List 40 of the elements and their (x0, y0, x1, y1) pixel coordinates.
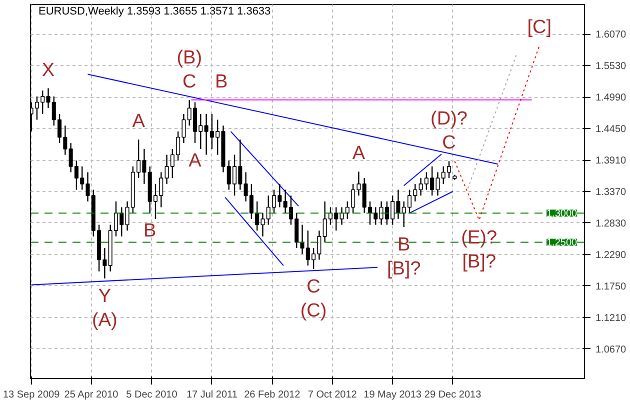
annotation: X (42, 60, 55, 81)
x-tick-label: 26 Feb 2012 (244, 390, 301, 400)
x-tick-label: 17 Jul 2011 (186, 390, 238, 400)
annotation: [B]? (462, 252, 496, 273)
annotation: A (352, 143, 366, 164)
chart-title: EURUSD,Weekly 1.3593 1.3655 1.3571 1.3633 (38, 6, 271, 18)
annotation: (B) (176, 47, 202, 68)
annotation: C (182, 71, 196, 92)
ref-line-label: 1.2500 (546, 238, 578, 249)
x-tick-label: 7 Oct 2012 (308, 390, 358, 400)
y-tick-label: 1.4990 (596, 92, 627, 104)
x-tick-label: 13 Sep 2009 (2, 390, 60, 400)
y-tick-label: 1.1210 (596, 312, 627, 324)
x-tick-label: 5 Dec 2010 (126, 390, 178, 400)
annotation: C (306, 276, 320, 298)
annotation: (D)? (430, 108, 468, 130)
x-tick-label: 19 May 2013 (364, 390, 422, 400)
annotation: B (398, 234, 410, 256)
x-tick-label: 25 Apr 2010 (64, 390, 119, 400)
y-tick-label: 1.2290 (596, 250, 627, 261)
y-tick-label: 1.6070 (596, 30, 627, 41)
y-tick-label: 1.0670 (596, 344, 627, 356)
y-tick-label: 1.4450 (596, 124, 627, 136)
y-tick-label: 1.2830 (596, 218, 627, 230)
annotation: A (132, 111, 146, 132)
y-tick-label: 1.5530 (596, 61, 627, 72)
annotation: [B]? (386, 258, 421, 280)
annotation: [C] (527, 17, 552, 38)
annotation: B (144, 220, 156, 242)
annotation: (E)? (461, 228, 498, 249)
annotation: Y (98, 286, 112, 307)
y-tick-label: 1.1750 (596, 281, 627, 292)
y-tick-label: 1.3910 (596, 156, 627, 167)
annotation: B (215, 71, 228, 92)
annotation: (C) (300, 300, 327, 322)
annotation: (A) (92, 310, 118, 331)
annotation: C (442, 132, 456, 154)
x-tick-label: 29 Dec 2013 (424, 390, 482, 400)
y-tick-label: 1.3370 (596, 187, 627, 198)
annotation: A (188, 150, 202, 172)
